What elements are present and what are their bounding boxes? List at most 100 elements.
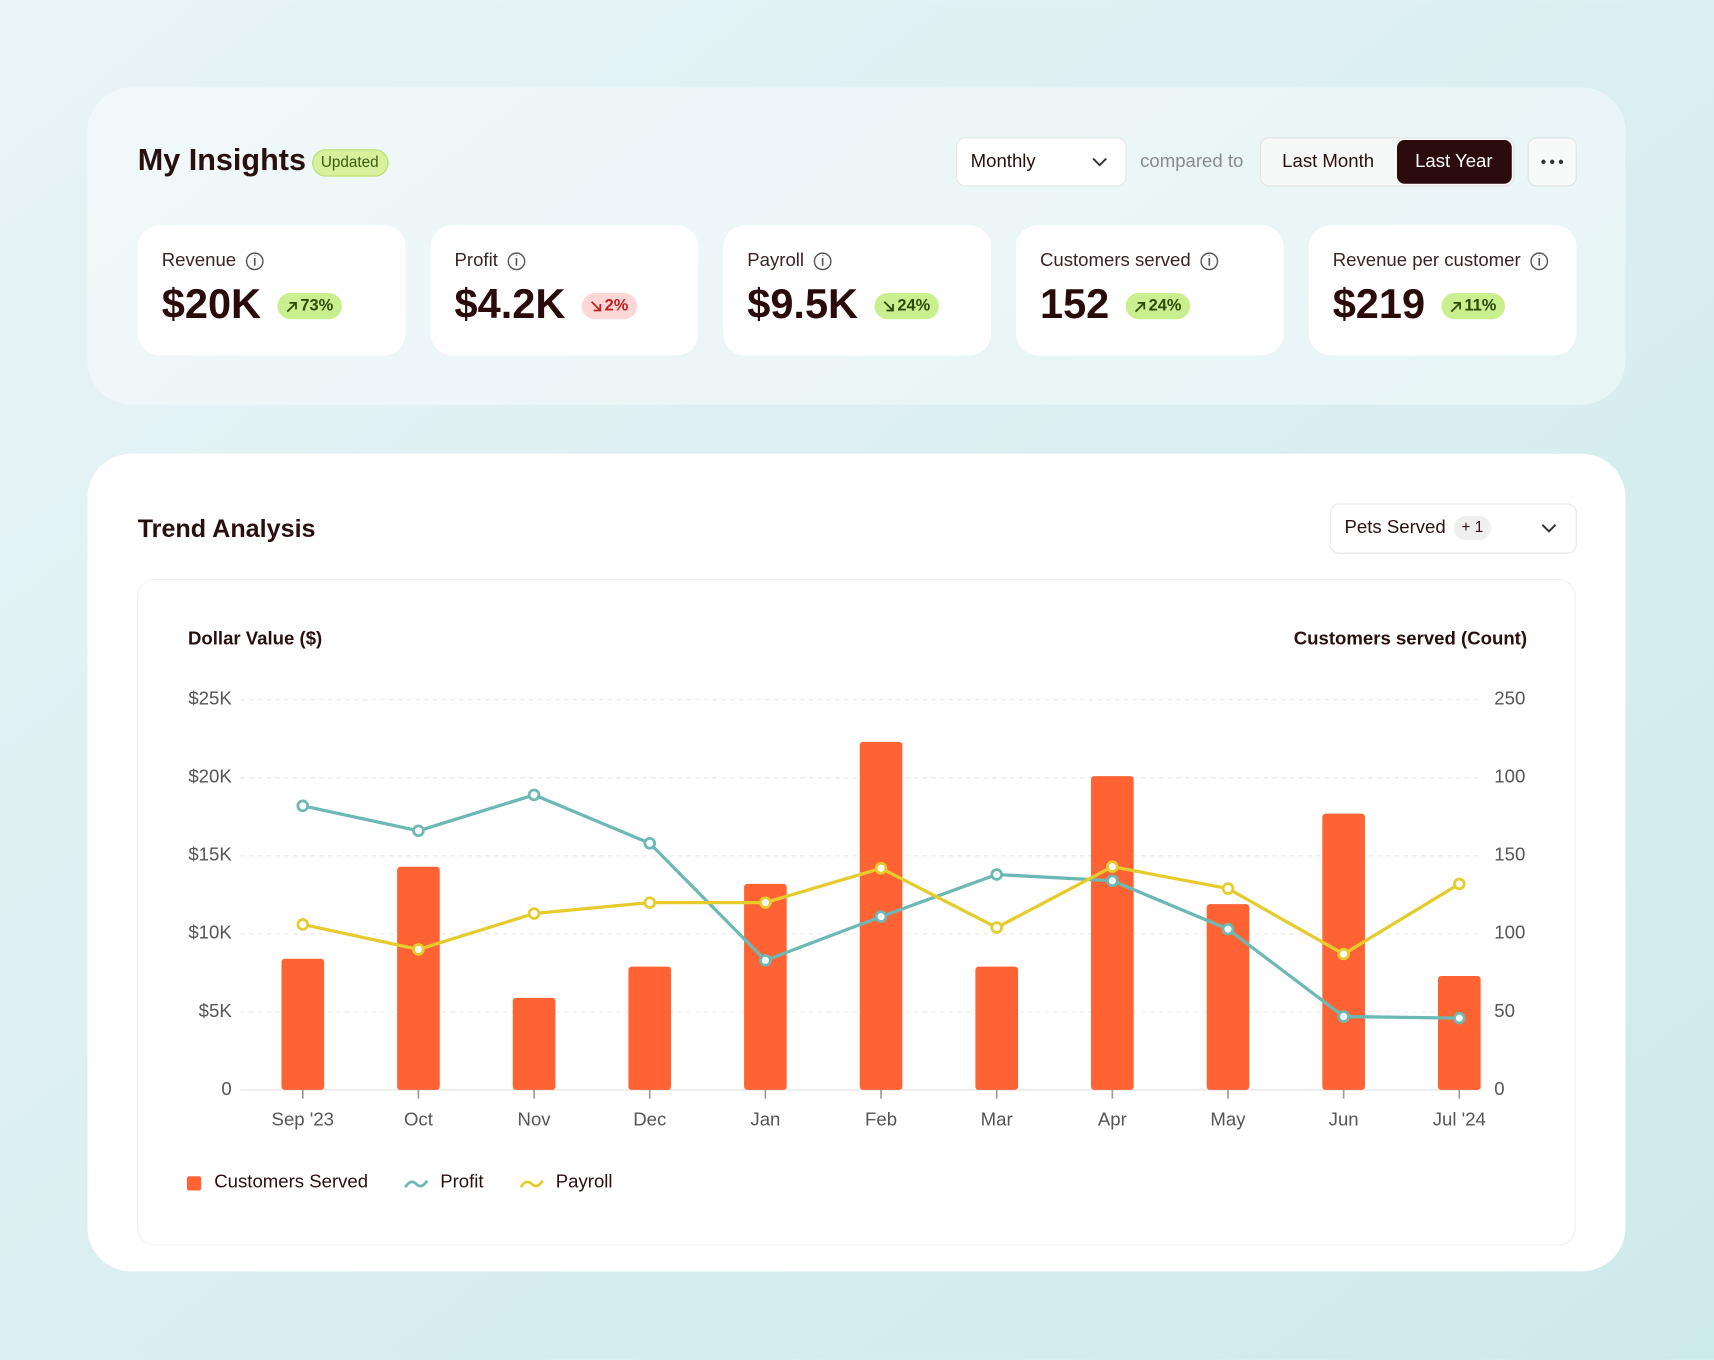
filter-dropdown[interactable]	[1329, 503, 1577, 554]
legend-swatch	[186, 1176, 202, 1191]
compare-option-selected[interactable]	[1396, 140, 1512, 184]
x-tick-label: Oct	[404, 1108, 434, 1129]
updated-badge	[312, 149, 389, 177]
point	[296, 918, 310, 931]
y-tick-label: $5K	[199, 1000, 233, 1021]
kpi-change-badge	[581, 293, 638, 320]
point	[990, 868, 1003, 881]
kpi-card	[1308, 225, 1577, 356]
y-tick-label: 0	[221, 1078, 231, 1099]
kpi-value: $219	[1333, 280, 1425, 327]
point	[759, 896, 772, 909]
point	[412, 824, 425, 838]
point	[874, 861, 888, 875]
y2-tick-label: 150	[1494, 844, 1525, 865]
point	[1221, 922, 1235, 936]
kpi-change: 24%	[897, 296, 930, 314]
kpi-change: 11%	[1464, 296, 1496, 314]
point	[412, 943, 425, 956]
kpi-change-arrow	[590, 301, 602, 312]
legend-swatch	[519, 1179, 544, 1188]
bar	[744, 883, 787, 1090]
point	[1453, 877, 1466, 891]
period-dropdown[interactable]	[955, 137, 1127, 187]
point	[1337, 1010, 1350, 1023]
filter-text: Pets Served	[1345, 516, 1446, 537]
kpi-value: $20K	[162, 280, 261, 327]
point	[1453, 1011, 1466, 1025]
y2-tick-label: 50	[1494, 1000, 1515, 1021]
point	[990, 921, 1003, 934]
y-axis-label: Dollar Value ($)	[188, 627, 322, 648]
kpi-card	[430, 225, 699, 356]
legend-label: Customers Served	[214, 1171, 368, 1192]
x-tick-label: Jul '24	[1433, 1108, 1486, 1129]
kpi-row: Revenue $20K 73% Profit $4.2K 2% Payroll $9.5K 2…	[137, 225, 1577, 356]
legend-label: Payroll	[556, 1171, 613, 1192]
chart: 0 $5K $10K $15K $20K $25K 0 50 100 150 100 250 Sep '…	[186, 688, 1525, 1192]
kpi-change: 2%	[605, 296, 629, 314]
point	[296, 799, 310, 813]
kpi-change: 73%	[300, 296, 333, 314]
bar	[397, 866, 440, 1090]
kpi-card	[723, 225, 992, 356]
point	[874, 910, 888, 923]
point	[527, 788, 541, 802]
chevron	[1541, 524, 1557, 533]
kpi-change-arrow	[1134, 302, 1146, 313]
kpi-label: Revenue per customer	[1333, 249, 1521, 270]
kpi-value: $9.5K	[747, 280, 858, 327]
kpi-change-badge	[277, 293, 342, 320]
period-text: Monthly	[971, 150, 1037, 171]
x-tick-label: Nov	[518, 1108, 552, 1129]
x-tick-label: Apr	[1098, 1108, 1127, 1129]
info-icon	[507, 252, 526, 271]
compared-label: compared to	[1140, 150, 1243, 171]
bar	[628, 966, 672, 1090]
y2-tick-label: 250	[1494, 688, 1525, 709]
kpi-change-badge	[1441, 293, 1506, 320]
x-tick-label: Dec	[633, 1108, 666, 1129]
kpi-label: Profit	[455, 249, 499, 270]
kpi-change-badge	[1125, 293, 1191, 320]
info-icon	[245, 252, 264, 271]
updated-badge-text: Updated	[321, 154, 379, 171]
x-tick-label: Mar	[981, 1108, 1013, 1129]
page-title: My Insights	[138, 143, 306, 177]
chevron	[1092, 157, 1107, 167]
y-tick-label: $15K	[188, 844, 232, 865]
point	[643, 896, 657, 909]
point	[1337, 947, 1350, 961]
info-icon	[1200, 252, 1219, 271]
bar	[975, 966, 1019, 1090]
filter-count: + 1	[1462, 519, 1484, 536]
y2-axis-label: Customers served (Count)	[1294, 627, 1527, 648]
kpi-change-arrow	[1450, 302, 1461, 313]
filter-count-badge	[1453, 516, 1492, 541]
kpi-card	[137, 225, 406, 356]
legend-swatch	[404, 1179, 429, 1188]
x-tick-label: Jan	[750, 1108, 780, 1129]
bar	[1437, 975, 1481, 1090]
point	[759, 954, 772, 967]
kpi-value: $4.2K	[455, 280, 566, 327]
compare-option[interactable]: Last Year	[1415, 150, 1492, 171]
point	[1106, 860, 1119, 873]
y2-tick-label: 0	[1494, 1078, 1504, 1099]
kpi-change-arrow	[883, 301, 894, 312]
kpi-change-badge	[874, 293, 939, 320]
bar	[281, 958, 325, 1090]
compare-option[interactable]: Last Month	[1282, 150, 1374, 171]
kpi-value: 152	[1040, 280, 1109, 327]
x-tick-label: Sep '23	[272, 1108, 334, 1129]
info-icon	[813, 252, 832, 271]
point	[527, 907, 541, 920]
bar	[1206, 904, 1250, 1090]
point	[1106, 874, 1119, 888]
kpi-label: Payroll	[747, 249, 804, 270]
more-dots	[1541, 159, 1564, 165]
compare-options: Last Month Last Year	[1282, 140, 1512, 184]
y2-tick-label: 100	[1494, 922, 1525, 943]
kpi-label: Customers served	[1040, 249, 1191, 270]
